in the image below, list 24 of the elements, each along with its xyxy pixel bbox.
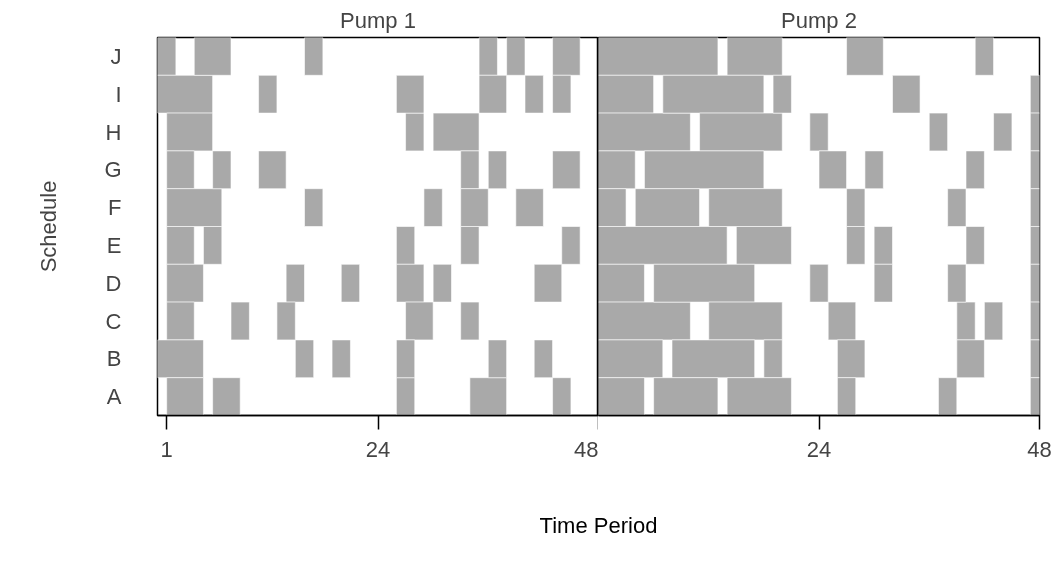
x-axis-title: Time Period [539, 512, 658, 538]
y-tick-label: E [106, 232, 122, 258]
bar [846, 37, 884, 76]
bar [974, 37, 994, 76]
x-tick-label: 48 [574, 436, 599, 462]
chart-title: Pump 1 [340, 7, 416, 33]
y-tick-label: B [106, 346, 122, 372]
y-tick-label: G [104, 157, 122, 183]
y-tick-label: A [106, 384, 122, 410]
x-tick-label: 1 [160, 436, 173, 462]
x-tick-label: 48 [1027, 436, 1052, 462]
y-tick-label: D [105, 270, 122, 296]
chart-title: Pump 2 [781, 7, 857, 33]
x-tick-label: 24 [806, 436, 832, 462]
bar [892, 75, 921, 114]
y-tick-label: F [108, 195, 122, 221]
y-axis-title: Schedule [36, 180, 62, 273]
y-tick-label: J [110, 43, 122, 69]
y-tick-label: I [115, 81, 122, 107]
x-tick-label: 24 [365, 436, 391, 462]
y-tick-label: C [105, 308, 122, 334]
y-tick-label: H [105, 119, 122, 145]
bar [993, 112, 1013, 152]
bar [928, 112, 948, 152]
